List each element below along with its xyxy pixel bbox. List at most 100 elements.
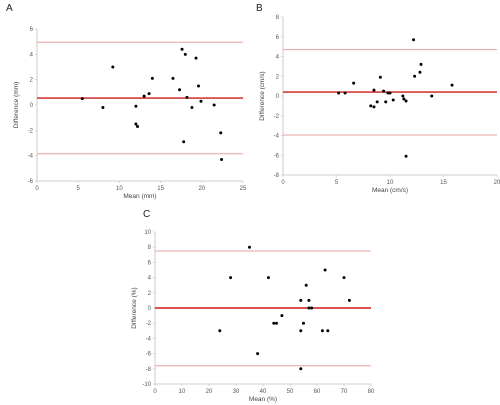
data-point bbox=[413, 74, 417, 78]
data-point bbox=[280, 314, 284, 318]
x-tick-label: 80 bbox=[368, 389, 375, 395]
y-tick-label: -2 bbox=[146, 321, 152, 327]
data-point bbox=[101, 106, 105, 110]
data-point bbox=[182, 140, 186, 144]
data-point bbox=[183, 52, 187, 56]
panel-letter: A bbox=[6, 3, 13, 14]
data-point bbox=[248, 245, 251, 249]
panel-letter: B bbox=[256, 3, 263, 14]
x-tick-label: 5 bbox=[335, 180, 339, 186]
y-tick-label: 4 bbox=[148, 276, 152, 282]
y-tick-label: 8 bbox=[276, 15, 280, 21]
data-point bbox=[404, 154, 408, 158]
data-point bbox=[197, 84, 201, 88]
data-point bbox=[372, 105, 376, 109]
x-tick-label: 10 bbox=[387, 180, 394, 186]
data-point bbox=[369, 104, 373, 108]
y-tick-label: -2 bbox=[274, 114, 280, 120]
data-point bbox=[199, 99, 203, 103]
y-tick-label: 2 bbox=[276, 74, 280, 80]
data-point bbox=[219, 131, 223, 135]
data-point bbox=[180, 47, 184, 51]
x-tick-label: 15 bbox=[440, 180, 447, 186]
data-point bbox=[134, 104, 138, 108]
y-tick-label: 6 bbox=[276, 35, 280, 41]
x-tick-label: 60 bbox=[314, 389, 321, 395]
data-point bbox=[275, 321, 278, 325]
x-tick-label: 30 bbox=[233, 389, 240, 395]
data-point bbox=[178, 88, 182, 92]
panel-letter: C bbox=[143, 209, 150, 220]
x-tick-label: 10 bbox=[179, 389, 186, 395]
x-tick-label: 20 bbox=[198, 186, 205, 192]
data-point bbox=[266, 276, 270, 280]
data-point bbox=[304, 283, 308, 287]
y-tick-label: 10 bbox=[144, 230, 151, 236]
y-tick-label: 4 bbox=[276, 55, 280, 61]
data-point bbox=[80, 97, 84, 101]
y-tick-label: -4 bbox=[274, 134, 280, 140]
data-point bbox=[388, 91, 392, 95]
data-point bbox=[220, 157, 224, 161]
y-tick-label: 2 bbox=[148, 291, 152, 297]
x-axis-label: Mean (mm) bbox=[123, 193, 156, 200]
y-tick-label: -8 bbox=[274, 173, 280, 179]
data-point bbox=[307, 298, 311, 302]
data-point bbox=[375, 100, 379, 104]
data-point bbox=[384, 100, 388, 104]
data-point bbox=[310, 306, 314, 310]
data-point bbox=[299, 329, 303, 333]
y-tick-label: 0 bbox=[148, 306, 152, 312]
data-point bbox=[419, 62, 423, 66]
x-tick-label: 20 bbox=[494, 180, 500, 186]
y-tick-label: 2 bbox=[30, 78, 34, 84]
y-tick-label: -6 bbox=[28, 179, 34, 185]
data-point bbox=[302, 321, 305, 325]
data-point bbox=[323, 268, 327, 272]
y-tick-label: 0 bbox=[30, 103, 34, 109]
y-tick-label: 4 bbox=[30, 52, 34, 58]
data-point bbox=[111, 65, 115, 69]
data-point bbox=[212, 103, 216, 107]
data-point bbox=[402, 97, 406, 101]
data-point bbox=[343, 91, 347, 95]
data-point bbox=[142, 94, 146, 98]
data-point bbox=[136, 125, 140, 129]
x-tick-label: 40 bbox=[260, 389, 267, 395]
data-point bbox=[337, 91, 341, 95]
y-tick-label: -4 bbox=[146, 336, 152, 342]
data-point bbox=[412, 38, 416, 42]
data-point bbox=[418, 70, 422, 74]
y-axis-label: Difference (mm) bbox=[13, 82, 20, 128]
x-tick-label: 5 bbox=[77, 186, 81, 192]
data-point bbox=[229, 276, 233, 280]
y-tick-label: 6 bbox=[148, 260, 152, 266]
x-tick-label: 20 bbox=[206, 389, 213, 395]
y-tick-label: 0 bbox=[276, 94, 280, 100]
panel-a: A 0 5 10 15 20 25 -6 -4 -2 0 2 4 6 Mean (mm) Difference… bbox=[6, 3, 247, 200]
x-tick-label: 50 bbox=[287, 389, 294, 395]
data-point bbox=[256, 352, 260, 356]
data-point bbox=[404, 99, 408, 103]
x-tick-label: 0 bbox=[35, 186, 39, 192]
data-point bbox=[185, 95, 189, 99]
data-point bbox=[401, 94, 405, 98]
x-tick-label: 25 bbox=[240, 186, 247, 192]
data-point bbox=[391, 98, 395, 102]
y-tick-label: -4 bbox=[28, 154, 34, 160]
data-point bbox=[299, 298, 303, 302]
data-point bbox=[430, 94, 434, 98]
y-tick-label: -6 bbox=[274, 153, 280, 159]
panel-c: C 0 10 20 30 40 50 60 70 80 -10 -8 -6 -4 -2 0 2 4 6 8 10 Mean… bbox=[131, 209, 375, 403]
data-point bbox=[326, 329, 330, 333]
data-point bbox=[147, 92, 151, 96]
data-point bbox=[386, 91, 390, 95]
data-point bbox=[347, 298, 351, 302]
x-tick-label: 0 bbox=[281, 180, 285, 186]
y-tick-label: 8 bbox=[148, 245, 152, 251]
data-point bbox=[382, 89, 386, 93]
x-tick-label: 15 bbox=[157, 186, 164, 192]
y-tick-label: 6 bbox=[30, 27, 34, 33]
y-tick-label: -2 bbox=[28, 128, 34, 134]
